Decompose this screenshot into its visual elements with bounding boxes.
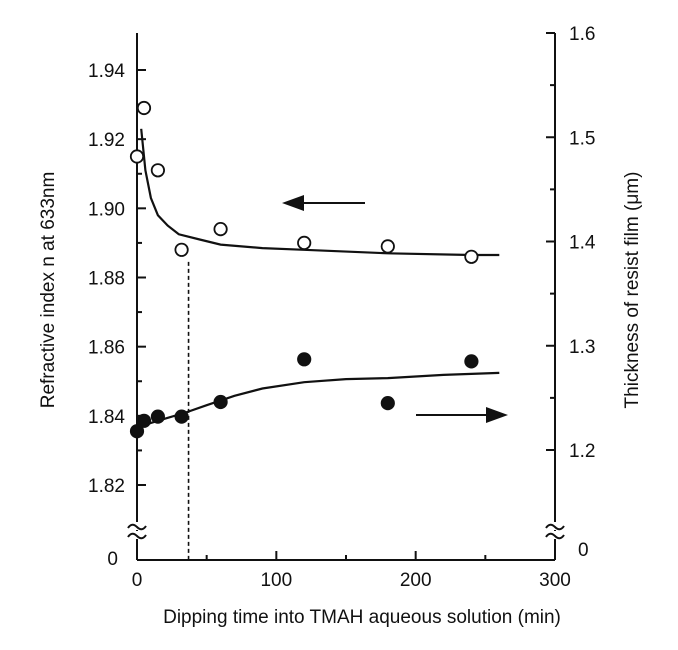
axis-breaks — [127, 522, 565, 540]
refractive-point-1 — [136, 100, 152, 116]
thickness-arrow-head — [486, 407, 508, 423]
refractive-point-3 — [174, 242, 189, 257]
refractive-point-2 — [150, 163, 165, 178]
refractive-point-4 — [213, 222, 228, 237]
x-axis: 0 100 200 300 — [132, 551, 571, 591]
data-markers — [129, 100, 479, 439]
thickness-point-0 — [129, 424, 145, 439]
fit-curve-1 — [136, 371, 500, 431]
thickness-point-4 — [213, 394, 228, 410]
axis-break-mark-0 — [127, 523, 147, 531]
axis-break-mark-1 — [127, 532, 147, 540]
right-tick-label-0: 1.2 — [569, 441, 595, 462]
right-axis-title: Thickness of resist film (μm) — [622, 172, 643, 409]
fit-curves — [136, 128, 500, 431]
left-tick-label-6: 1.94 — [88, 61, 125, 82]
right-tick-label-2: 1.4 — [569, 233, 596, 254]
left-tick-label-2: 1.86 — [88, 338, 125, 359]
left-tick-label-1: 1.84 — [88, 407, 125, 428]
x-tick-label-1: 100 — [260, 570, 292, 591]
x-tick-label-0: 0 — [132, 570, 143, 591]
fit-curve-0 — [140, 128, 500, 257]
left-axis-break-zero: 0 — [107, 549, 118, 570]
x-axis-title: Dipping time into TMAH aqueous solution … — [163, 607, 561, 628]
right-tick-label-4: 1.6 — [569, 24, 595, 45]
thickness-point-5 — [297, 352, 312, 367]
left-tick-label-5: 1.92 — [88, 130, 125, 151]
plot-frame — [136, 33, 556, 561]
thickness-point-6 — [380, 395, 395, 411]
refractive-point-5 — [297, 235, 312, 250]
left-tick-label-4: 1.90 — [88, 199, 125, 220]
right-axis-break-zero: 0 — [578, 540, 589, 561]
series-arrows — [282, 195, 508, 423]
x-tick-label-2: 200 — [400, 570, 432, 591]
x-tick-label-3: 300 — [539, 570, 571, 591]
refractive-arrow-head — [282, 195, 304, 211]
axis-break-mark-2 — [545, 523, 565, 531]
refractive-point-7 — [464, 249, 479, 264]
left-axis-title: Refractive index n at 633nm — [38, 172, 59, 409]
left-tick-label-0: 1.82 — [88, 476, 125, 497]
thickness-point-1 — [136, 413, 152, 428]
left-tick-label-3: 1.88 — [88, 269, 125, 290]
thickness-point-2 — [150, 409, 165, 424]
refractive-point-0 — [129, 149, 145, 164]
thickness-point-3 — [174, 409, 189, 424]
thickness-point-7 — [464, 354, 479, 369]
right-tick-label-3: 1.5 — [569, 128, 595, 149]
right-tick-label-1: 1.3 — [569, 337, 595, 358]
refractive-point-6 — [380, 239, 395, 254]
right-axis: 1.2 1.3 1.4 1.5 1.6 — [546, 24, 596, 462]
axis-break-mark-3 — [545, 532, 565, 540]
